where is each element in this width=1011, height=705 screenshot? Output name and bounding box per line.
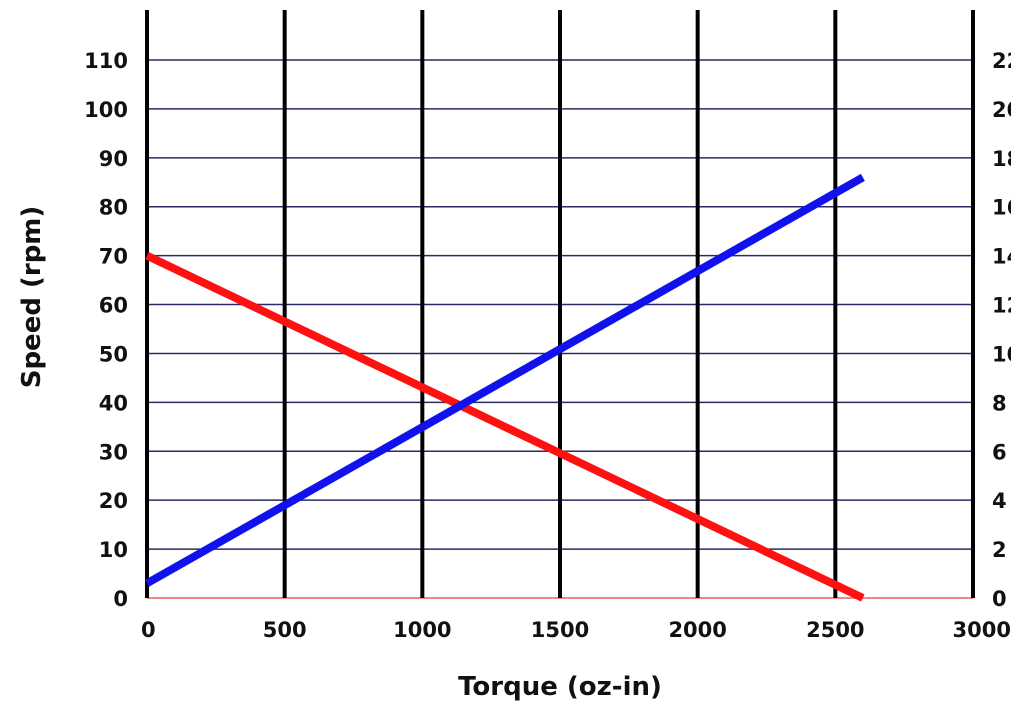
x-tick-label: 500 [263, 618, 307, 642]
y-tick-labels: 0 10 20 30 40 50 60 70 80 90 100 110 [84, 49, 128, 611]
series-layer [145, 173, 865, 602]
series-line-1 [145, 173, 865, 587]
y2-tick-label: 6 [992, 440, 1007, 464]
y-tick-label: 0 [113, 587, 128, 611]
x-tick-label: 1500 [531, 618, 589, 642]
y-tick-label: 20 [99, 489, 128, 513]
y-tick-label: 100 [84, 98, 128, 122]
y-tick-label: 30 [99, 440, 128, 464]
y2-tick-label: 4 [992, 489, 1007, 513]
x-tick-labels: 0 500 1000 1500 2000 2500 3000 [141, 618, 1011, 642]
x-tick-label: 0 [141, 618, 156, 642]
y2-tick-label: 14 [992, 245, 1011, 269]
y2-tick-label: 12 [992, 294, 1011, 318]
series-line-0 [145, 252, 865, 602]
y-tick-label: 110 [84, 49, 128, 73]
y2-tick-label: 18 [992, 147, 1011, 171]
y2-tick-label: 16 [992, 196, 1011, 220]
y2-tick-label: 8 [992, 391, 1007, 415]
grid [145, 10, 975, 599]
y-tick-label: 70 [99, 245, 128, 269]
x-axis-title: Torque (oz-in) [458, 672, 662, 702]
y-tick-label: 80 [99, 196, 128, 220]
y2-tick-label: 10 [992, 342, 1011, 366]
y-tick-label: 90 [99, 147, 128, 171]
x-tick-label: 3000 [953, 618, 1011, 642]
x-tick-label: 2500 [806, 618, 864, 642]
y2-tick-label: 0 [992, 587, 1007, 611]
y-tick-label: 50 [99, 342, 128, 366]
y2-tick-label: 2 [992, 538, 1007, 562]
y-axis-title: Speed (rpm) [17, 206, 47, 389]
x-tick-label: 2000 [668, 618, 726, 642]
y2-tick-labels: 0 2 4 6 8 10 12 14 16 18 20 22 [992, 49, 1011, 611]
y-tick-label: 10 [99, 538, 128, 562]
y2-tick-label: 22 [992, 49, 1011, 73]
x-tick-label: 1000 [393, 618, 451, 642]
y2-tick-label: 20 [992, 98, 1011, 122]
y-tick-label: 40 [99, 391, 128, 415]
y-tick-label: 60 [99, 294, 128, 318]
